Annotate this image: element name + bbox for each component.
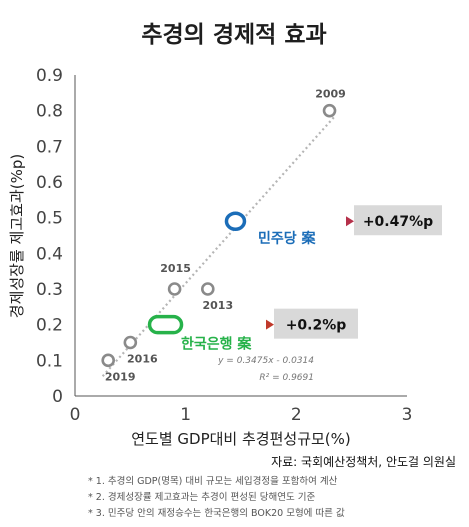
y-tick-label: 0.9 (36, 66, 63, 86)
highlight-marker-minjoo (224, 211, 247, 231)
x-tick-label: 3 (402, 405, 413, 425)
y-tick-label: 0.1 (36, 351, 63, 371)
x-axis-label: 연도별 GDP대비 추경편성규모(%) (131, 430, 351, 448)
scatter-point (101, 353, 115, 368)
scatter-point (123, 335, 138, 350)
footnote-3: * 3. 민주당 안의 재정승수는 한국은행의 BOK20 모형에 따른 값 (88, 507, 345, 519)
effect-box-bok (274, 308, 358, 339)
chart-title: 추경의 경제적 효과 (141, 22, 326, 48)
y-tick-labels: 0 0.1 0.2 0.3 0.4 0.5 0.6 0.7 0.8 0.9 (36, 66, 63, 407)
arrow-head-icon (266, 319, 274, 330)
point-year-label: 2019 (105, 370, 136, 383)
scatter-point (167, 282, 182, 296)
trendline-r-squared: R² = 0.9691 (259, 373, 314, 383)
scenario-callouts: +0.47%p 민주당 案 +0.2%p 한국은행 案 (147, 205, 442, 353)
effect-value-minjoo: +0.47%p (363, 214, 433, 230)
y-tick-label: 0.2 (36, 316, 63, 336)
x-tick-label: 1 (180, 405, 191, 425)
trendline-equation: y = 0.3475x - 0.0314 (217, 356, 314, 366)
effect-box-minjoo (354, 205, 442, 236)
y-tick-label: 0 (52, 387, 63, 407)
x-tick-label: 2 (291, 405, 302, 425)
highlight-marker-bok (147, 314, 184, 335)
y-tick-label: 0.5 (36, 209, 63, 229)
y-tick-label: 0.8 (36, 102, 63, 122)
point-year-label: 2015 (160, 262, 191, 275)
data-points: 2019 2016 2015 2013 2009 (101, 88, 346, 383)
scenario-label-bok: 한국은행 案 (181, 336, 252, 353)
y-tick-label: 0.4 (36, 244, 63, 264)
y-tick-label: 0.6 (36, 173, 63, 193)
x-tick-labels: 0 1 2 3 (70, 405, 413, 425)
point-year-label: 2016 (127, 353, 158, 366)
scenario-label-minjoo: 민주당 案 (258, 230, 317, 247)
source-note: 자료: 국회예산정책처, 안도걸 의원실 (271, 454, 456, 469)
point-year-label: 2013 (202, 299, 233, 312)
footnote-2: * 2. 경제성장률 제고효과는 추경이 편성된 당해연도 기준 (88, 491, 315, 503)
y-tick-label: 0.3 (36, 280, 63, 300)
scatter-point (322, 103, 337, 118)
trendline (101, 115, 336, 377)
x-tick-label: 0 (70, 405, 81, 425)
arrow-head-icon (346, 216, 354, 227)
point-year-label: 2009 (315, 88, 346, 101)
effect-value-bok: +0.2%p (286, 318, 347, 334)
y-tick-label: 0.7 (36, 137, 63, 157)
scatter-point (201, 282, 215, 296)
y-axis-label: 경제성장률 제고효과(%p) (8, 154, 26, 318)
footnote-1: * 1. 추경의 GDP(명목) 대비 규모는 세입경정을 포함하여 계산 (88, 475, 338, 487)
